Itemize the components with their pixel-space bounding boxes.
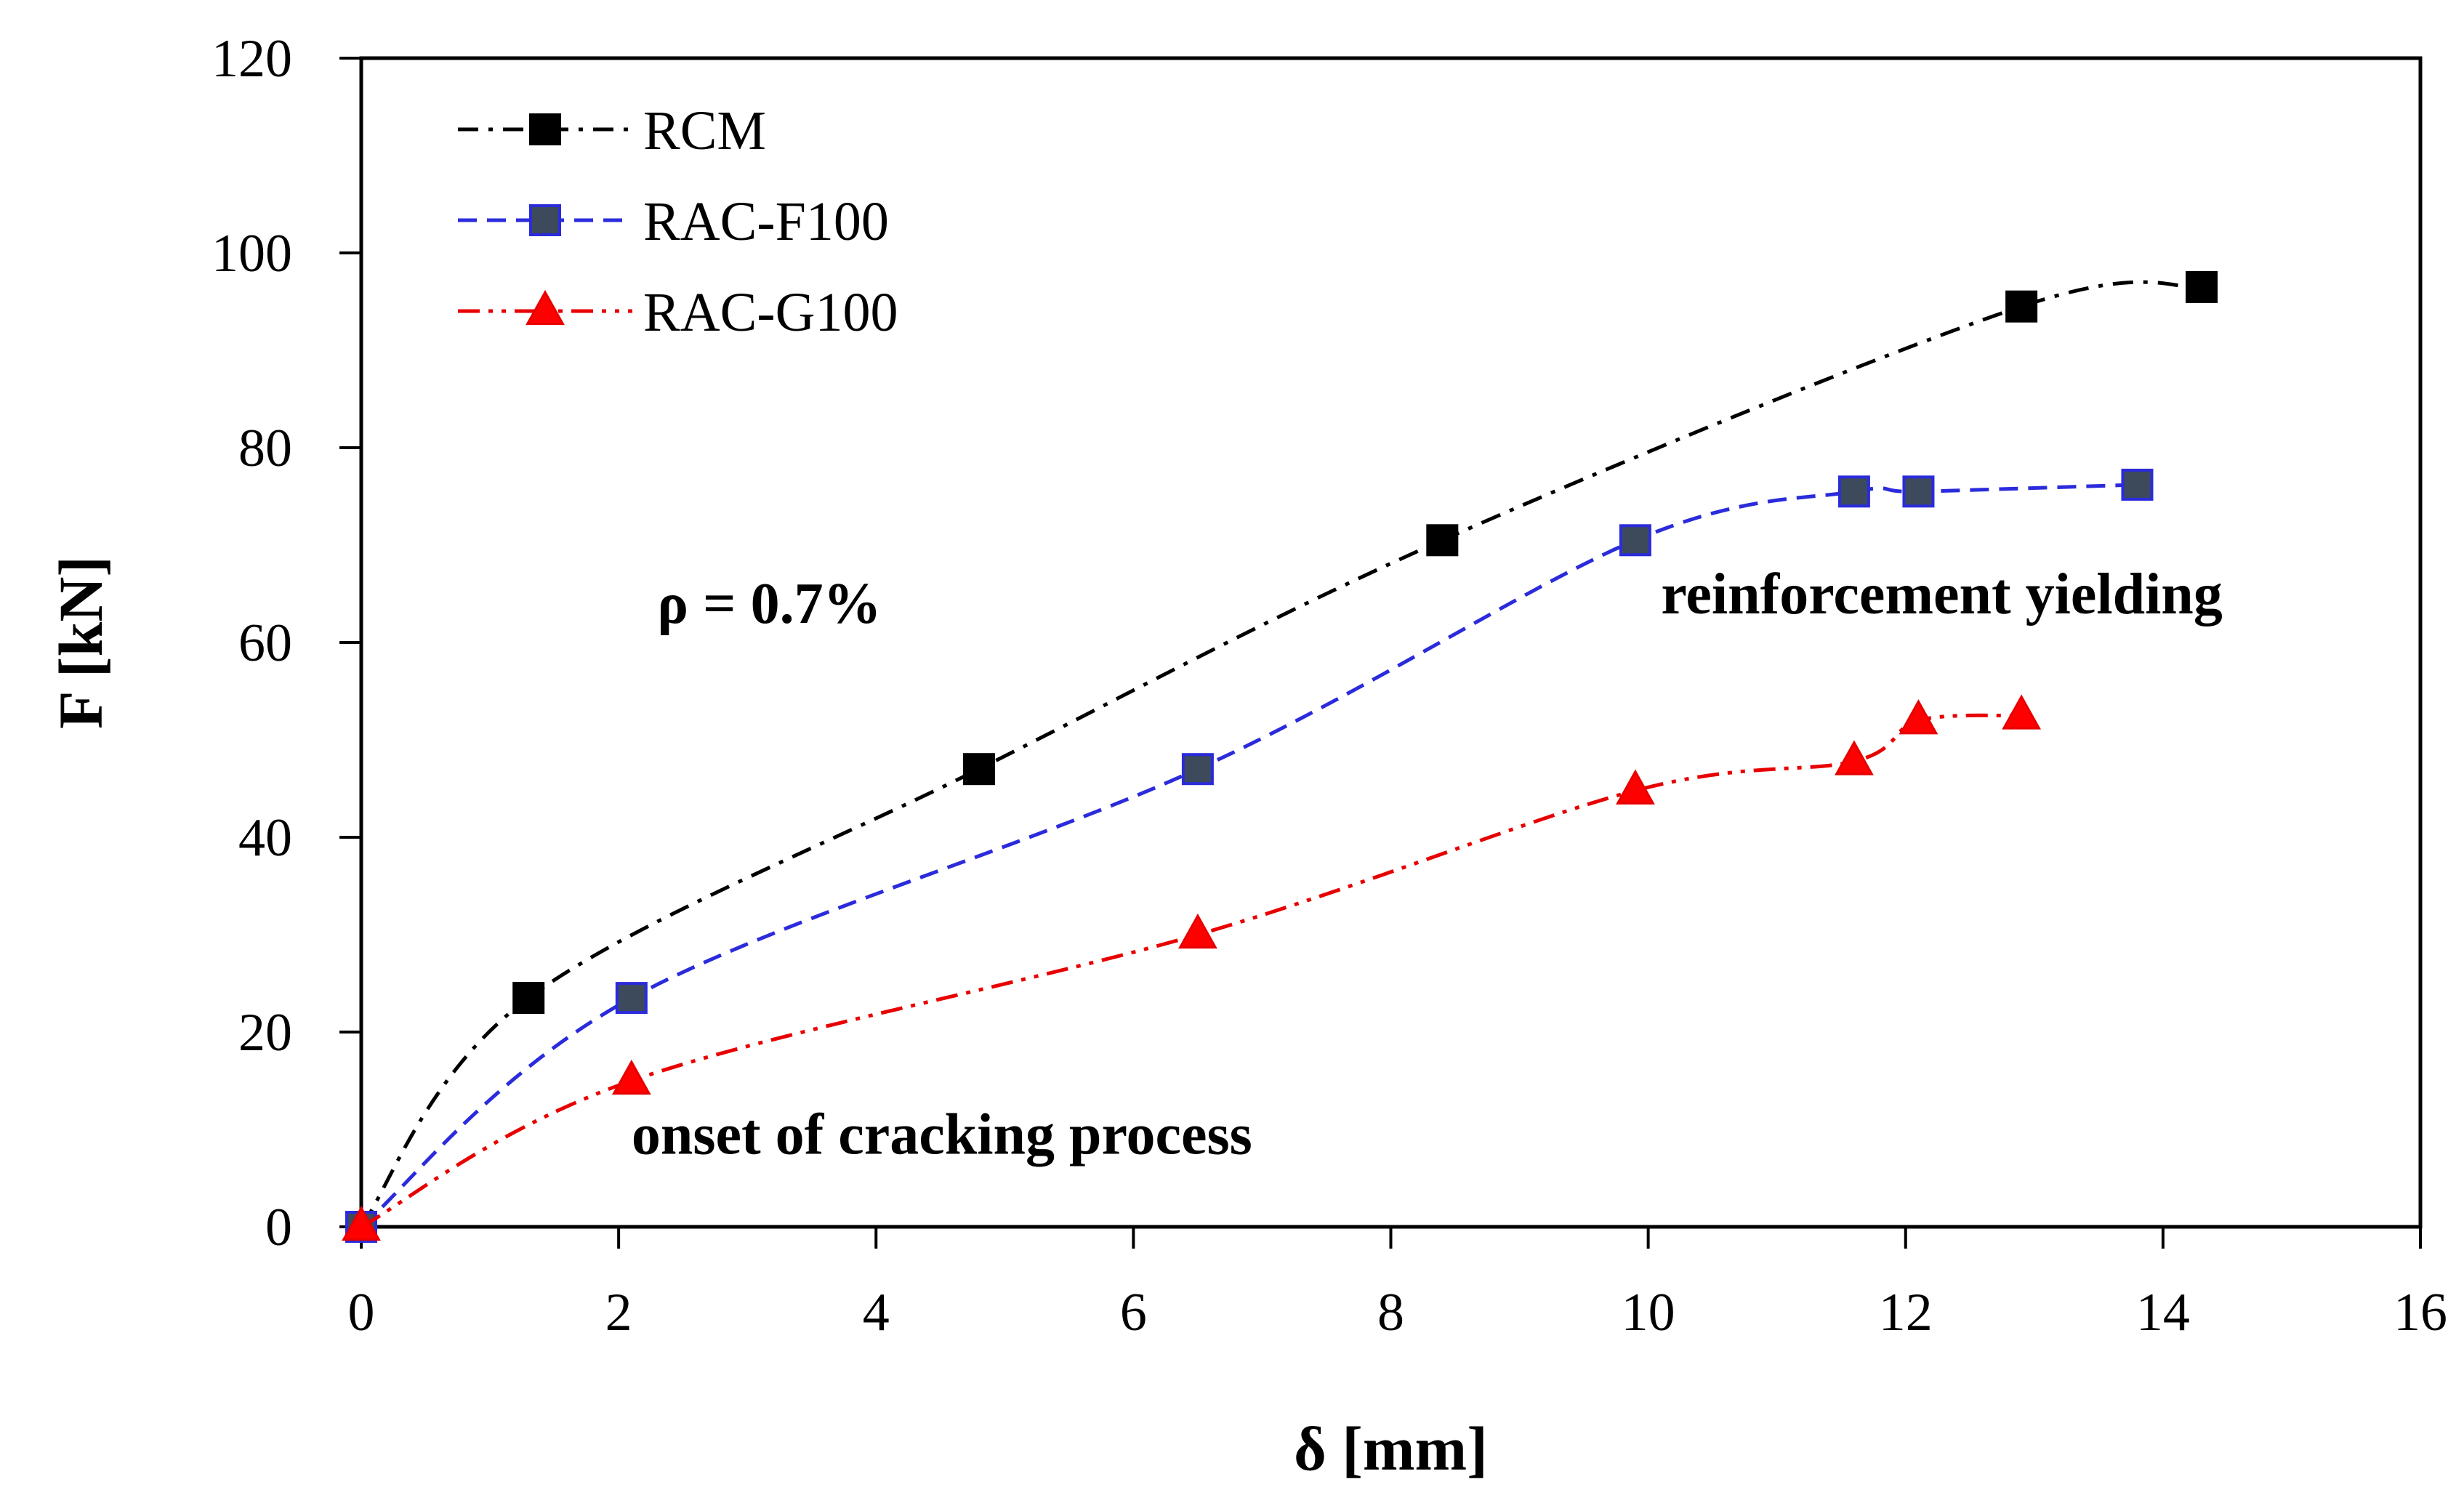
data-point-marker [1177, 913, 1217, 949]
y-axis-title: F [kN] [46, 556, 116, 729]
data-point-marker [1181, 753, 1214, 786]
x-tick-label: 14 [2136, 1283, 2190, 1342]
x-tick-label: 12 [1879, 1283, 1933, 1342]
data-point-marker [342, 1205, 381, 1241]
legend-label: RCM [643, 100, 766, 161]
legend: RCM RAC-F100 RAC-G100 [458, 100, 898, 343]
x-tick-label: 6 [1120, 1283, 1147, 1342]
series-line [360, 483, 2138, 1228]
data-point-marker [1616, 769, 1655, 805]
annotations: ρ = 0.7% reinforcement yielding onset of c… [632, 563, 2223, 1167]
data-point-marker [962, 753, 995, 786]
data-point-marker [2185, 270, 2218, 303]
annotation-text: onset of cracking process [632, 1103, 1252, 1167]
y-tick-label: 100 [212, 224, 292, 283]
data-point-marker [2121, 468, 2154, 501]
y-tick-label: 60 [238, 613, 292, 673]
data-point-marker [529, 204, 561, 236]
data-point-marker [1835, 740, 1874, 775]
y-tick-label: 120 [212, 29, 292, 89]
annotation-text: reinforcement yielding [1661, 563, 2222, 626]
legend-label: RAC-G100 [643, 282, 898, 343]
x-tick-label: 0 [348, 1283, 375, 1342]
data-point-marker [1899, 699, 1938, 735]
series-rac-g100 [342, 694, 2042, 1241]
legend-label: RAC-F100 [643, 191, 889, 252]
series-layer [342, 270, 2218, 1243]
data-point-marker [2002, 694, 2042, 730]
x-tick-label: 16 [2393, 1283, 2447, 1342]
data-point-marker [1902, 475, 1935, 508]
axes: 0 20 40 60 80 100 120 0 2 4 6 8 10 12 14 16 [212, 29, 2447, 1342]
x-tick-label: 8 [1377, 1283, 1404, 1342]
series-rac-f100 [345, 468, 2154, 1243]
x-axis-title: δ [mm] [1294, 1414, 1488, 1483]
data-point-marker [1619, 524, 1651, 557]
data-point-marker [611, 1059, 651, 1095]
data-point-marker [512, 982, 545, 1015]
data-point-marker [1426, 524, 1459, 557]
y-tick-label: 20 [238, 1003, 292, 1063]
data-point-marker [526, 289, 565, 326]
y-tick-label: 40 [238, 808, 292, 868]
data-point-marker [2005, 290, 2038, 323]
y-tick-label: 0 [265, 1198, 292, 1257]
data-point-marker [1837, 475, 1870, 508]
x-tick-label: 10 [1622, 1283, 1675, 1342]
y-tick-label: 80 [238, 419, 292, 478]
data-point-marker [529, 113, 561, 145]
x-tick-label: 2 [605, 1283, 632, 1342]
data-point-marker [615, 982, 648, 1015]
annotation-text: ρ = 0.7% [657, 572, 881, 636]
x-tick-label: 4 [863, 1283, 890, 1342]
